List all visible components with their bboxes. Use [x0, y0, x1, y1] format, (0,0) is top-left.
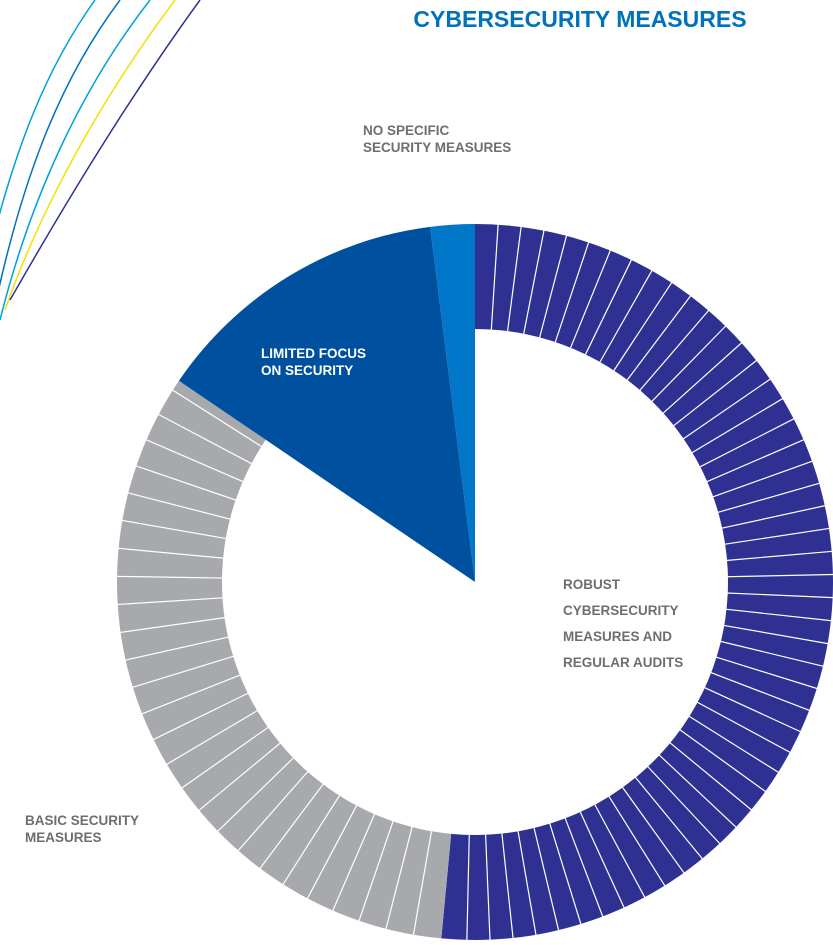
chart-title: CYBERSECURITY MEASURES [413, 6, 747, 32]
segment-divider [715, 656, 818, 690]
segment-divider [358, 820, 394, 922]
segment-divider [612, 281, 673, 372]
segment-divider [121, 519, 227, 540]
segment-divider [726, 573, 833, 578]
segment-divider [699, 417, 795, 468]
segment-divider [124, 636, 230, 661]
segment-divider [517, 830, 537, 936]
segment-divider [726, 550, 833, 562]
segment-divider [569, 249, 612, 349]
segment-divider [116, 575, 224, 579]
segment-divider [533, 826, 560, 932]
segment-divider [710, 671, 811, 712]
slice-label: LIMITED FOCUS ON SECURITY [261, 346, 366, 378]
segment-divider [688, 715, 780, 774]
segment-divider [682, 378, 772, 440]
segment-divider [634, 776, 704, 860]
segment-divider [522, 229, 545, 335]
segment-divider [658, 754, 738, 829]
segment-divider [198, 742, 282, 812]
segment-divider [564, 817, 604, 918]
segment-divider [131, 655, 235, 689]
segment-divider [135, 465, 237, 501]
segment-divider [725, 608, 832, 622]
segment-divider [593, 803, 646, 899]
segment-divider [506, 225, 522, 333]
segment-divider [501, 832, 514, 940]
slice-label: NO SPECIFIC SECURITY MEASURES [363, 123, 512, 155]
segment-divider [116, 597, 224, 606]
segment-divider [117, 547, 225, 559]
segment-divider [385, 825, 413, 930]
decor-curves [0, 0, 201, 321]
segment-divider [216, 756, 295, 833]
segment-divider [598, 269, 653, 364]
segment-divider [180, 726, 270, 789]
segment-divider [712, 460, 814, 498]
segment-divider [719, 640, 825, 667]
segment-divider [145, 438, 244, 483]
segment-divider [119, 616, 226, 634]
segment-divider [331, 813, 376, 912]
segment-divider [679, 728, 767, 793]
segment-divider [165, 709, 259, 766]
slice-label: BASIC SECURITY MEASURES [25, 813, 140, 845]
segment-divider [726, 592, 833, 599]
segment-divider [584, 258, 633, 356]
slice [430, 224, 475, 582]
segment-divider [554, 241, 590, 344]
segment-divider [157, 413, 253, 465]
segment-divider [466, 833, 470, 941]
segment-divider [650, 325, 727, 403]
segment-divider [171, 389, 263, 448]
segment-divider [717, 482, 821, 514]
segment-divider [258, 783, 325, 870]
segment-divider [626, 294, 692, 382]
segment-divider [306, 804, 358, 900]
segment-divider [140, 674, 241, 715]
segment-divider [723, 624, 829, 645]
segment-divider [484, 833, 491, 941]
segment-divider [646, 765, 721, 845]
segment-divider [669, 741, 753, 811]
segment-divider [703, 686, 802, 733]
segment-divider [127, 492, 232, 520]
segment-divider [538, 234, 568, 339]
segment-divider [282, 794, 341, 886]
segment-divider [638, 309, 710, 392]
segment-divider [691, 397, 784, 454]
segment-divider [237, 770, 309, 852]
segment-divider [706, 438, 805, 483]
segment-divider [621, 786, 685, 874]
segment-divider [672, 359, 758, 427]
segment-divider [608, 795, 666, 887]
segment-divider [548, 822, 582, 926]
slice [117, 380, 452, 939]
segment-divider [579, 810, 625, 909]
segment-divider [152, 692, 249, 741]
segment-divider [696, 701, 792, 754]
segment-divider [662, 341, 743, 415]
segment-divider [412, 830, 433, 936]
segment-divider [490, 223, 499, 331]
segment-divider [724, 527, 831, 545]
slice [178, 226, 475, 582]
segment-divider [721, 504, 826, 529]
slice-label: ROBUST CYBERSECURITY MEASURES AND REGULA… [563, 577, 684, 670]
